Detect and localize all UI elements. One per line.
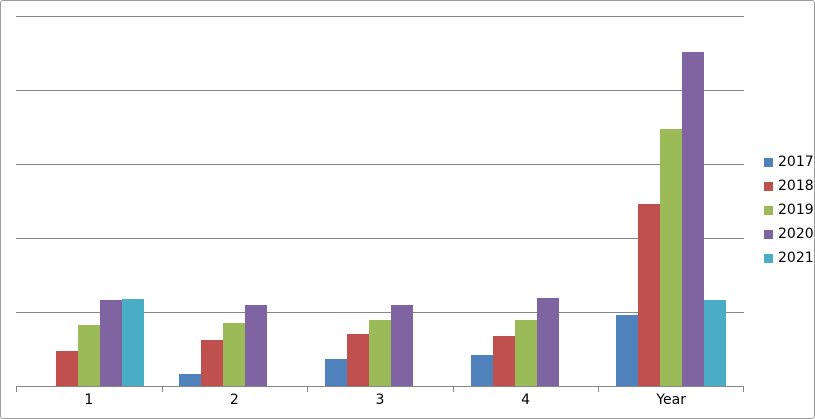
bar-2018-cat-1[interactable] [55,351,78,386]
bar-2020-cat-1[interactable] [99,300,122,386]
gridline [16,90,744,91]
gridline [16,16,744,17]
legend-item-2020[interactable]: 2020 [764,222,814,246]
legend: 2017 2018 2019 2020 2021 [764,150,814,270]
x-axis-label-2: 2 [229,392,239,408]
bar-group-3 [307,16,453,386]
x-axis-label-1: 1 [84,392,94,408]
bar-group-4 [453,16,599,386]
legend-item-2017[interactable]: 2017 [764,150,814,174]
bar-group-2 [162,16,308,386]
gridline [16,312,744,313]
legend-swatch-icon [764,181,773,191]
legend-item-2021[interactable]: 2021 [764,246,814,270]
bar-2018-cat-4[interactable] [492,336,515,386]
bar-2021-cat-1[interactable] [121,299,144,386]
x-axis-tick [743,386,744,392]
gridline [16,164,744,165]
legend-swatch-icon [764,205,773,215]
legend-label: 2021 [778,250,814,266]
x-axis-label-Year: Year [656,392,686,408]
bar-group-1 [16,16,162,386]
bar-2017-cat-4[interactable] [470,355,493,386]
bar-groups [16,16,744,386]
x-axis-label-3: 3 [375,392,385,408]
bar-2018-cat-3[interactable] [346,334,369,386]
bar-2017-cat-2[interactable] [179,374,202,386]
legend-label: 2017 [778,154,814,170]
legend-item-2018[interactable]: 2018 [764,174,814,198]
gridline [16,238,744,239]
x-axis-tick [161,386,163,392]
bar-2021-cat-Year[interactable] [704,300,727,386]
bar-2020-cat-4[interactable] [536,298,559,386]
legend-swatch-icon [764,253,773,263]
bar-2020-cat-3[interactable] [390,305,413,386]
x-axis-tick [16,386,17,392]
bar-2018-cat-2[interactable] [201,340,224,386]
legend-swatch-icon [764,229,773,239]
bar-2017-cat-Year[interactable] [616,315,639,386]
x-axis-labels: 1 2 3 4 Year [16,393,744,408]
legend-label: 2019 [778,202,814,218]
bar-2018-cat-Year[interactable] [638,204,661,386]
bar-2019-cat-4[interactable] [514,320,537,386]
bar-2019-cat-2[interactable] [223,323,246,386]
bar-group-Year [598,16,744,386]
bar-2019-cat-1[interactable] [77,325,100,386]
legend-swatch-icon [764,157,773,167]
legend-label: 2018 [778,178,814,194]
x-axis-tick [598,386,600,392]
bar-2017-cat-3[interactable] [324,359,347,386]
bar-2019-cat-Year[interactable] [660,129,683,386]
bar-2019-cat-3[interactable] [368,320,391,386]
plot-area [16,16,744,392]
x-axis-label-4: 4 [521,392,531,408]
x-axis-tick [452,386,454,392]
legend-label: 2020 [778,226,814,242]
x-axis-tick [307,386,309,392]
legend-item-2019[interactable]: 2019 [764,198,814,222]
bar-2020-cat-Year[interactable] [682,52,705,386]
bar-2020-cat-2[interactable] [245,305,268,386]
